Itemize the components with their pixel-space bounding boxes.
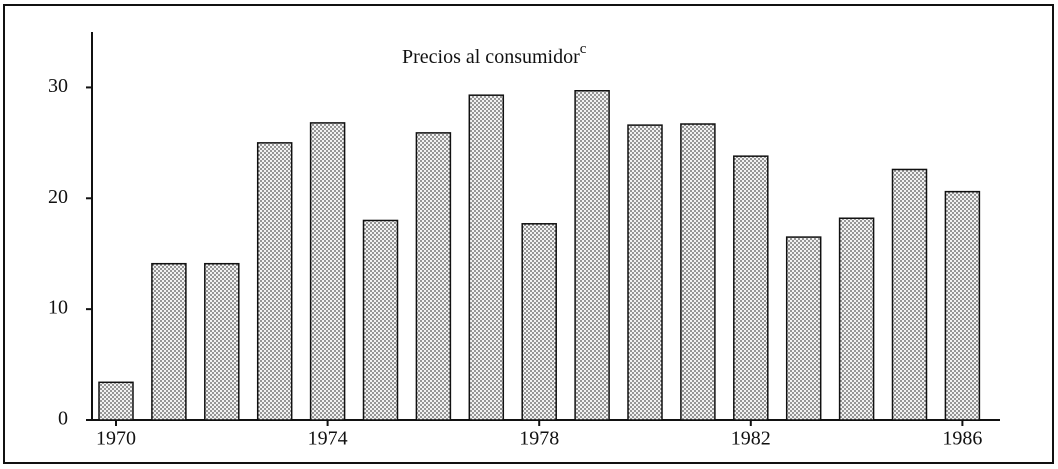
bar — [627, 124, 663, 421]
bar — [309, 122, 346, 421]
x-tick-label: 1978 — [519, 428, 559, 450]
bar — [362, 219, 399, 421]
bar — [151, 262, 187, 421]
bar — [785, 236, 822, 421]
bar — [944, 190, 981, 421]
bar — [204, 262, 240, 421]
bar — [98, 381, 134, 421]
y-tick-label: 20 — [48, 186, 68, 208]
bar — [468, 94, 505, 421]
x-tick-label: 1970 — [96, 428, 136, 450]
y-tick-label: 0 — [58, 408, 68, 430]
bar — [415, 132, 452, 421]
bar — [574, 90, 610, 421]
chart-title: Precios al consumidorc — [402, 41, 587, 67]
bar — [838, 217, 875, 421]
y-tick-label: 30 — [48, 75, 68, 97]
bar — [680, 123, 716, 421]
x-tick-label: 1974 — [308, 428, 348, 450]
x-tick-label: 1982 — [731, 428, 771, 450]
y-tick-label: 10 — [48, 297, 68, 319]
bar — [733, 155, 769, 421]
x-tick-label: 1986 — [942, 428, 982, 450]
frame — [3, 4, 1054, 464]
bar — [891, 168, 928, 421]
bar — [521, 223, 557, 421]
bar — [256, 142, 293, 421]
